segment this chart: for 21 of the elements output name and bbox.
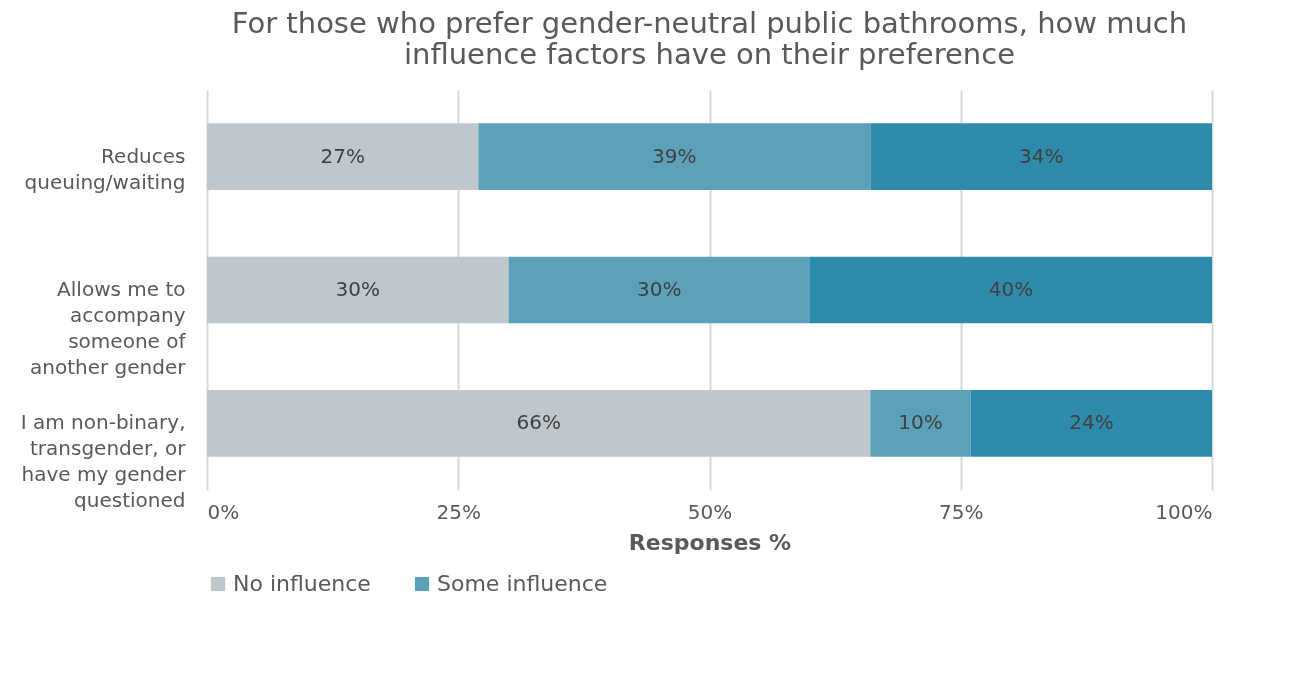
data-label: 34% — [1018, 143, 1064, 168]
chart-title: For those who prefer gender-neutral public bathrooms, how much influence factors have on their preference — [231, 6, 1188, 71]
x-tick-label: 75% — [939, 499, 984, 524]
data-label: 27% — [320, 143, 365, 168]
data-label: 30% — [335, 277, 380, 301]
y-tick-label: Allows me to accompany someone of another gender — [30, 277, 187, 379]
legend-label: No influence — [233, 571, 371, 596]
x-tick-label: 25% — [436, 499, 481, 524]
legend-label: Some influence — [437, 571, 608, 596]
data-label: 66% — [516, 410, 561, 435]
data-label: 40% — [988, 277, 1034, 301]
x-tick-label: 100% — [1155, 499, 1213, 524]
data-label: 30% — [637, 277, 682, 301]
data-label: 24% — [1069, 410, 1114, 435]
x-tick-label: 50% — [687, 499, 733, 524]
y-tick-label: Reduces queuing/waiting — [24, 143, 186, 194]
data-label: 10% — [898, 410, 943, 435]
x-axis-title: Responses % — [628, 529, 792, 555]
y-tick-label: I am non-binary, transgender, or have my gender questioned — [20, 410, 187, 513]
x-tick-label: 0% — [207, 499, 240, 524]
data-label: 39% — [652, 143, 697, 168]
